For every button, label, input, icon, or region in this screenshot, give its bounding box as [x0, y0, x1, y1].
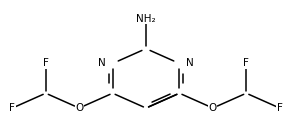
Text: F: F [243, 59, 249, 68]
Text: N: N [186, 59, 194, 68]
Text: F: F [277, 103, 283, 113]
Text: O: O [75, 103, 83, 113]
Text: O: O [209, 103, 217, 113]
Text: N: N [98, 59, 106, 68]
Text: NH₂: NH₂ [136, 14, 156, 24]
Text: F: F [43, 59, 49, 68]
Text: F: F [9, 103, 15, 113]
